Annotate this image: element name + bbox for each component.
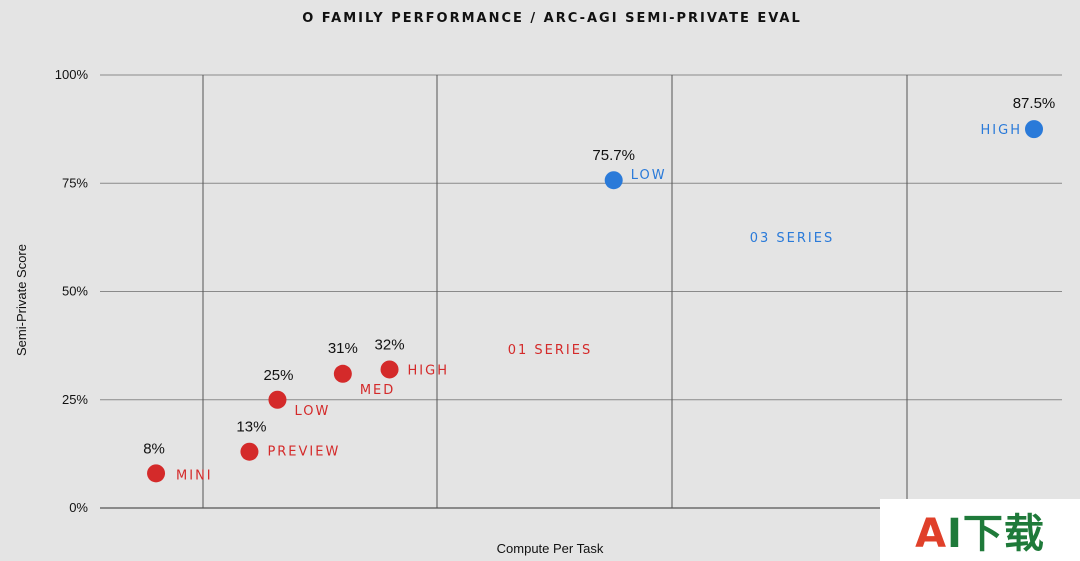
data-point-label: LOW xyxy=(631,168,667,183)
data-value-label: 13% xyxy=(236,419,266,436)
data-value-label: 8% xyxy=(143,440,165,457)
data-point xyxy=(604,171,623,190)
series-label: 01 SERIES xyxy=(508,343,592,358)
y-tick-label: 100% xyxy=(55,67,89,82)
data-point xyxy=(240,442,259,461)
watermark-logo: AI下载 xyxy=(880,499,1080,561)
y-tick-labels: 0% 25% 50% 75% 100% xyxy=(55,67,89,515)
data-point xyxy=(147,464,166,483)
data-value-label: 32% xyxy=(375,336,405,353)
data-point-label: LOW xyxy=(294,404,330,419)
data-point xyxy=(268,390,287,409)
data-points: 8%MINI13%PREVIEW25%LOW31%MED32%HIGH75.7%… xyxy=(143,95,1055,483)
series-label: 03 SERIES xyxy=(750,231,834,246)
y-tick-label: 25% xyxy=(62,392,88,407)
y-axis-label: Semi-Private Score xyxy=(14,244,29,356)
data-point-label: HIGH xyxy=(981,123,1022,138)
data-value-label: 25% xyxy=(263,367,293,384)
watermark-text: AI下载 xyxy=(915,511,1045,557)
data-point-label: PREVIEW xyxy=(267,445,340,460)
data-value-label: 87.5% xyxy=(1013,95,1056,112)
grid xyxy=(100,74,1062,509)
y-tick-label: 75% xyxy=(62,175,88,190)
data-point-label: MINI xyxy=(176,468,213,483)
x-axis-label: Compute Per Task xyxy=(497,541,604,556)
data-point-label: HIGH xyxy=(408,363,449,378)
data-value-label: 75.7% xyxy=(592,147,635,164)
data-point xyxy=(380,360,399,379)
data-point xyxy=(1025,120,1043,139)
data-point-label: MED xyxy=(360,383,395,398)
series-labels: 01 SERIES 03 SERIES xyxy=(508,231,834,358)
data-point xyxy=(333,364,352,383)
y-tick-label: 0% xyxy=(69,500,88,515)
data-value-label: 31% xyxy=(328,340,358,357)
chart-title: O FAMILY PERFORMANCE / ARC-AGI SEMI-PRIV… xyxy=(302,11,802,26)
y-tick-label: 50% xyxy=(62,284,88,299)
